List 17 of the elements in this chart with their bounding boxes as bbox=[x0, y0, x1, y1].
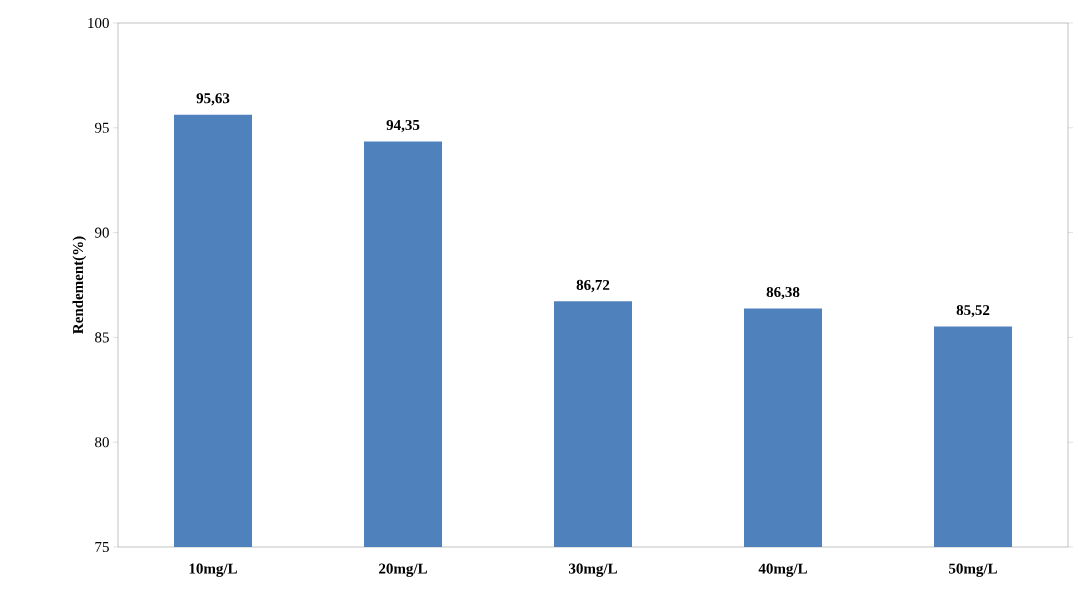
data-label: 86,72 bbox=[576, 279, 610, 293]
data-label: 86,38 bbox=[766, 286, 800, 300]
x-tick-label: 50mg/L bbox=[949, 563, 997, 577]
y-tick-label: 80 bbox=[95, 437, 109, 448]
x-tick-label: 10mg/L bbox=[189, 563, 237, 577]
y-tick-label: 100 bbox=[88, 17, 109, 29]
data-label: 94,35 bbox=[386, 119, 420, 133]
x-tick-label: 20mg/L bbox=[379, 563, 427, 577]
data-label: 85,52 bbox=[956, 305, 990, 318]
y-tick-label: 75 bbox=[95, 542, 109, 552]
y-tick-label: 85 bbox=[95, 332, 109, 343]
data-label: 95,63 bbox=[196, 93, 230, 106]
x-tick-label: 30mg/L bbox=[568, 563, 617, 577]
y-tick-label: 90 bbox=[94, 227, 109, 238]
x-tick-label: 40mg/L bbox=[758, 563, 807, 577]
y-tick-label: 95 bbox=[94, 122, 109, 133]
y-axis-title: Rendement(%) bbox=[72, 236, 87, 334]
